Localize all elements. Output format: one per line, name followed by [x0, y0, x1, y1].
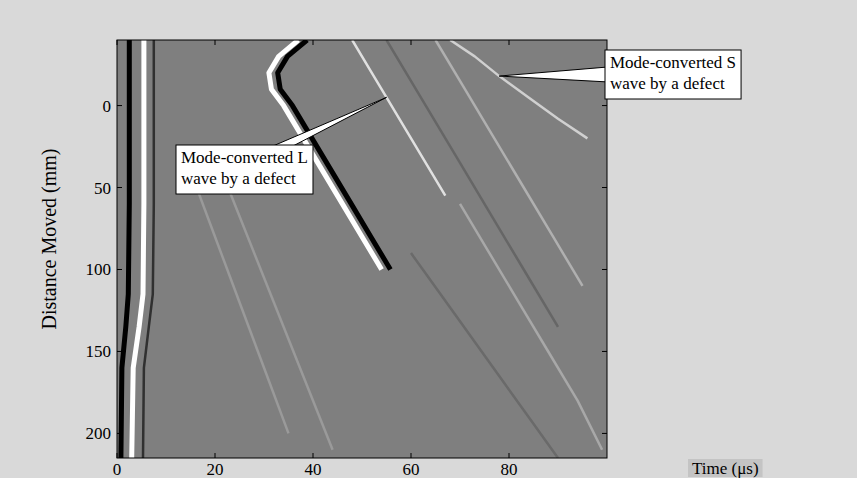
x-tick	[313, 453, 314, 458]
x-tick	[117, 453, 118, 458]
y-tick-label: 150	[86, 342, 112, 361]
wavefronts	[121, 40, 602, 458]
y-tick-label: 200	[86, 424, 112, 443]
x-axis-title-group: Time (μs)	[688, 459, 763, 478]
wavefront	[352, 40, 445, 196]
x-tick-label: 60	[403, 460, 420, 478]
x-tick-label: 80	[501, 460, 518, 478]
x-tick	[215, 453, 216, 458]
y-tick	[602, 433, 607, 434]
y-tick	[117, 269, 122, 270]
annotation: Mode-converted S wave by a defect	[499, 50, 741, 99]
chart: 0 20 40 60 80 0 50 100 150 200 Distance Moved (mm)…	[0, 0, 857, 478]
wavefront	[215, 155, 333, 450]
y-axis-title: Distance Moved (mm)	[38, 148, 61, 329]
annotation-text: Mode-converted L	[181, 148, 308, 167]
callout-box	[176, 145, 313, 194]
y-tick	[602, 269, 607, 270]
wavefront	[132, 40, 144, 458]
wavefront	[387, 40, 559, 327]
y-tick	[117, 187, 122, 188]
wavefront	[121, 40, 129, 458]
plot-frame	[117, 40, 607, 458]
x-tick	[215, 40, 216, 45]
annotation-text: wave by a defect	[610, 74, 725, 93]
x-axis-title: Time (μs)	[692, 459, 759, 478]
y-tick	[602, 105, 607, 106]
y-tick-label: 0	[103, 97, 112, 116]
x-tick	[117, 40, 118, 45]
x-axis-title-patch	[688, 459, 763, 477]
callout-tail	[499, 67, 606, 82]
annotation-text: wave by a defect	[181, 169, 296, 188]
wavefront	[143, 40, 154, 458]
callout-box	[605, 50, 741, 99]
annotation-text: Mode-converted S	[610, 53, 736, 72]
background	[0, 0, 857, 478]
annotation: Mode-converted L wave by a defect	[176, 97, 387, 194]
y-tick	[602, 351, 607, 352]
y-tick-label: 100	[86, 260, 112, 279]
x-tick	[313, 40, 314, 45]
x-tick	[509, 40, 510, 45]
wavefront	[460, 204, 602, 450]
y-tick	[117, 351, 122, 352]
wavefront	[450, 40, 587, 138]
y-tick	[117, 433, 122, 434]
x-tick	[509, 453, 510, 458]
x-tick-label: 40	[305, 460, 322, 478]
x-tick	[411, 40, 412, 45]
x-tick	[411, 453, 412, 458]
callout-tail	[273, 97, 387, 146]
plot-area	[117, 40, 607, 458]
y-tick	[117, 105, 122, 106]
y-tick	[602, 187, 607, 188]
x-tick-label: 0	[113, 460, 122, 478]
wavefront	[411, 253, 558, 458]
y-tick-label: 50	[94, 179, 111, 198]
x-tick-label: 20	[207, 460, 224, 478]
